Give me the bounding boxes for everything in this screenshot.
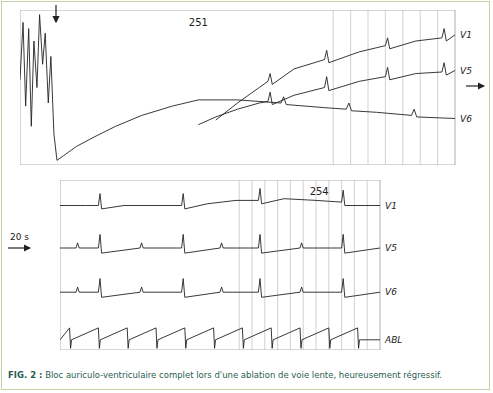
- svg-text:V6: V6: [385, 287, 397, 297]
- svg-text:V1: V1: [385, 201, 397, 211]
- svg-text:ABL: ABL: [384, 335, 402, 345]
- svg-text:254: 254: [310, 186, 329, 197]
- html-text:FIG. 2 : Bloc auriculo-ventric: FIG. 2 : Bloc auriculo-ventriculaire com…: [8, 370, 443, 380]
- svg-text:V1: V1: [460, 30, 472, 40]
- svg-text:251: 251: [189, 17, 208, 28]
- svg-text:V5: V5: [460, 66, 472, 76]
- svg-text:V6: V6: [460, 114, 472, 124]
- svg-text:20 s: 20 s: [10, 232, 29, 242]
- svg-text:V5: V5: [385, 243, 397, 253]
